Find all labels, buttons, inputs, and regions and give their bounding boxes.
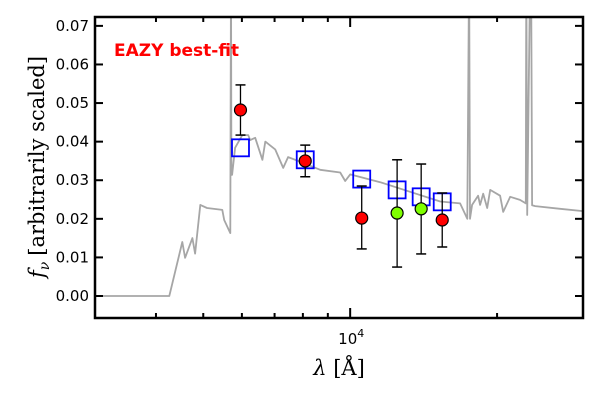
plot-frame: [93, 15, 585, 320]
x-tick-label: 104: [338, 327, 364, 348]
y-axis-label: fν [arbitrarily scaled]: [25, 56, 53, 280]
annotation-eazy-best-fit: EAZY best-fit: [114, 41, 239, 61]
x-tick-label-base: 10: [338, 330, 357, 348]
x-axis-unit: [Å]: [333, 355, 365, 380]
y-tick-label: 0.02: [56, 210, 89, 228]
model-photometry-square: [231, 138, 250, 158]
observed-flux-point: [233, 103, 248, 117]
y-tick-label: 0.05: [56, 94, 89, 112]
x-tick-label-exponent: 4: [357, 327, 364, 340]
y-tick-label: 0.04: [56, 133, 89, 151]
tick-labels: 0.00 0.01 0.02 0.03 0.04 0.05 0.06 0.07 104: [56, 17, 365, 348]
y-tick-label: 0.01: [56, 248, 89, 266]
y-tick-label: 0.03: [56, 171, 89, 189]
y-axis-subscript: ν: [37, 261, 53, 270]
observed-flux-point: [414, 202, 428, 216]
observed-flux-point: [355, 211, 369, 225]
plot-area: [95, 17, 583, 297]
y-tick-label: 0.00: [56, 287, 89, 305]
y-axis-symbol: f: [25, 267, 49, 280]
y-tick-label: 0.07: [56, 17, 89, 35]
axis-ticks: [95, 17, 583, 318]
observed-flux-point: [298, 154, 312, 168]
observed-flux-point: [390, 206, 404, 220]
template-spectrum-line: [95, 17, 583, 297]
y-axis-text: [arbitrarily scaled]: [25, 56, 49, 256]
x-axis-label: λ [Å]: [312, 355, 365, 380]
y-tick-label: 0.06: [56, 55, 89, 73]
observed-flux-point: [435, 213, 449, 227]
x-axis-symbol: λ: [312, 356, 326, 380]
